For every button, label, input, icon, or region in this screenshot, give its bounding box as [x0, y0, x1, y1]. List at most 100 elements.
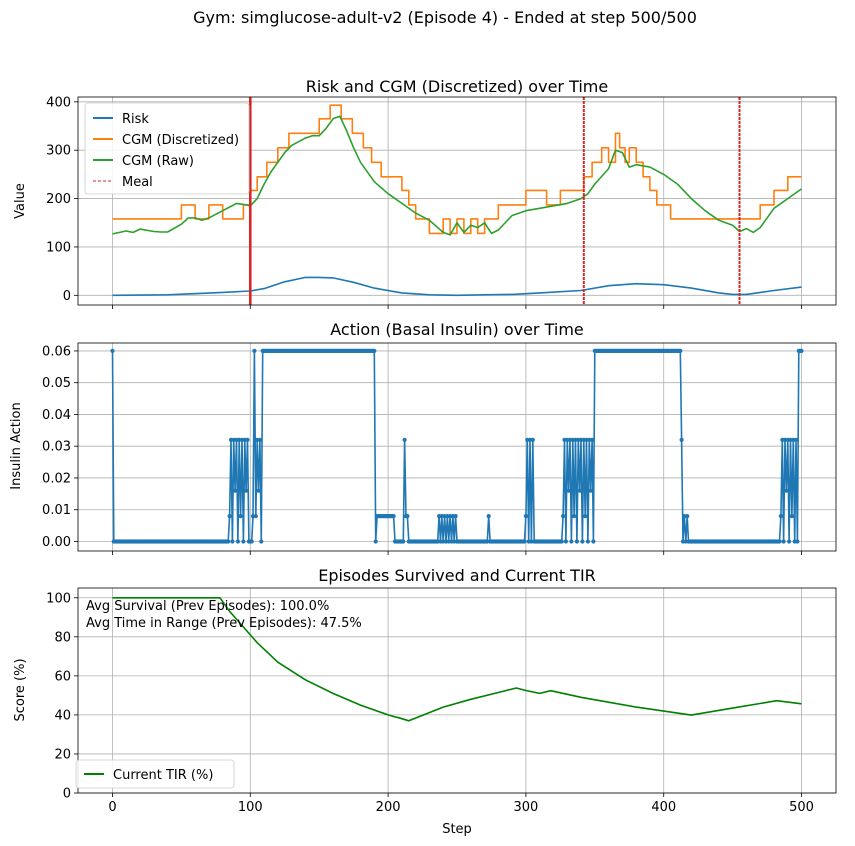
- insulin-action-point: [230, 539, 235, 544]
- risk-cgm-ylabel: Value: [13, 183, 28, 219]
- y-tick-label: 0.03: [42, 440, 71, 455]
- insulin-action-point: [777, 539, 782, 544]
- risk-line: [112, 276, 802, 297]
- insulin-action-point: [778, 514, 784, 519]
- risk-cgm-title: Risk and CGM (Discretized) over Time: [306, 77, 608, 96]
- y-tick-label: 100: [46, 591, 71, 606]
- insulin-action-point: [257, 437, 262, 442]
- x-tick-label: 300: [513, 800, 538, 815]
- insulin-action-point: [252, 348, 257, 353]
- current-tir-line: [112, 596, 802, 722]
- insulin-action-point: [685, 514, 690, 519]
- avg-survival-annotation: Avg Survival (Prev Episodes): 100.0%: [86, 599, 329, 614]
- y-tick-label: 0.02: [42, 471, 71, 486]
- insulin-action-point: [679, 437, 684, 442]
- y-tick-label: 100: [46, 240, 71, 255]
- insulin-action-point: [585, 539, 591, 544]
- insulin-action-point: [373, 539, 378, 544]
- y-tick-label: 40: [54, 708, 71, 723]
- figure-suptitle: Gym: simglucose-adult-v2 (Episode 4) - E…: [193, 8, 697, 27]
- y-tick-label: 0: [63, 787, 71, 802]
- insulin-action-point: [253, 514, 258, 519]
- y-tick-label: 0.05: [42, 376, 71, 391]
- y-tick-label: 0: [63, 289, 71, 304]
- insulin-action-point: [580, 539, 585, 544]
- action-ylabel: Insulin Action: [9, 402, 24, 489]
- y-tick-label: 20: [54, 747, 71, 762]
- insulin-action-point: [588, 488, 593, 493]
- insulin-action-point: [245, 437, 250, 442]
- cgm-raw-line: [112, 115, 802, 236]
- insulin-action-point: [561, 514, 566, 519]
- x-tick-label: 500: [789, 800, 814, 815]
- legend-tir-label: Current TIR (%): [113, 768, 213, 783]
- y-tick-label: 60: [54, 669, 71, 684]
- insulin-action-point: [249, 539, 254, 544]
- tir-legend: Current TIR (%): [75, 759, 235, 789]
- insulin-action-point: [522, 539, 527, 544]
- insulin-action-point: [793, 437, 799, 442]
- action-panel: Action (Basal Insulin) over Time Insulin…: [9, 320, 837, 555]
- legend-meal-label: Meal: [122, 175, 153, 190]
- insulin-action-point: [259, 539, 264, 544]
- insulin-action-point: [787, 539, 792, 544]
- insulin-action-point: [572, 514, 577, 519]
- x-axis-label: Step: [442, 822, 472, 837]
- tir-panel: Episodes Survived and Current TIR Score …: [13, 566, 837, 837]
- insulin-action-point: [583, 514, 588, 519]
- insulin-action-point: [781, 539, 786, 544]
- insulin-action-point: [486, 514, 491, 519]
- insulin-action-point: [591, 539, 596, 544]
- avg-tir-annotation: Avg Time in Range (Prev Episodes): 47.5%: [86, 616, 362, 631]
- insulin-action-point: [402, 437, 407, 442]
- insulin-action-point: [405, 514, 410, 519]
- insulin-action-point: [799, 348, 804, 353]
- insulin-action-point: [401, 539, 406, 544]
- insulin-action-point: [789, 514, 795, 519]
- insulin-action-point: [227, 514, 232, 519]
- insulin-action-point: [241, 539, 246, 544]
- insulin-action-point: [110, 348, 115, 353]
- insulin-action-point: [523, 514, 529, 519]
- risk-cgm-panel: Risk and CGM (Discretized) over Time Val…: [13, 77, 837, 309]
- insulin-action-point: [238, 514, 243, 519]
- insulin-action-point: [391, 514, 396, 519]
- y-tick-label: 0.01: [42, 503, 71, 518]
- y-tick-label: 80: [54, 630, 71, 645]
- insulin-action-point: [784, 488, 789, 493]
- legend-cgm-raw-label: CGM (Raw): [122, 154, 194, 169]
- insulin-action-point: [678, 348, 683, 353]
- y-tick-label: 200: [46, 192, 71, 207]
- cgm-discretized-line: [112, 104, 802, 235]
- insulin-action-point: [235, 539, 240, 544]
- action-title: Action (Basal Insulin) over Time: [330, 320, 584, 339]
- x-tick-label: 100: [238, 800, 263, 815]
- insulin-action-point: [244, 488, 249, 493]
- insulin-action-point: [590, 437, 595, 442]
- tir-title: Episodes Survived and Current TIR: [318, 566, 596, 585]
- insulin-action-point: [795, 539, 800, 544]
- insulin-action-point: [566, 488, 571, 493]
- x-tick-label: 0: [108, 800, 116, 815]
- insulin-action-point: [226, 539, 231, 544]
- y-tick-label: 300: [46, 144, 71, 159]
- insulin-action-point: [563, 539, 569, 544]
- y-tick-label: 0.00: [42, 535, 71, 550]
- y-tick-label: 0.06: [42, 344, 71, 359]
- insulin-action-point: [569, 539, 574, 544]
- y-tick-label: 0.04: [42, 408, 71, 423]
- risk-cgm-legend: Risk CGM (Discretized) CGM (Raw) Meal: [84, 102, 250, 195]
- legend-risk-label: Risk: [122, 112, 149, 127]
- insulin-action-point: [453, 514, 458, 519]
- insulin-action-point: [574, 539, 580, 544]
- insulin-action-point: [372, 348, 377, 353]
- legend-cgm-disc-label: CGM (Discretized): [122, 133, 239, 148]
- tir-ylabel: Score (%): [13, 658, 28, 721]
- y-tick-label: 400: [46, 95, 71, 110]
- insulin-action-point: [559, 539, 564, 544]
- x-tick-label: 400: [651, 800, 676, 815]
- insulin-action-point: [530, 437, 535, 442]
- insulin-action-point: [577, 488, 582, 493]
- x-tick-label: 200: [376, 800, 401, 815]
- insulin-action-point: [256, 488, 261, 493]
